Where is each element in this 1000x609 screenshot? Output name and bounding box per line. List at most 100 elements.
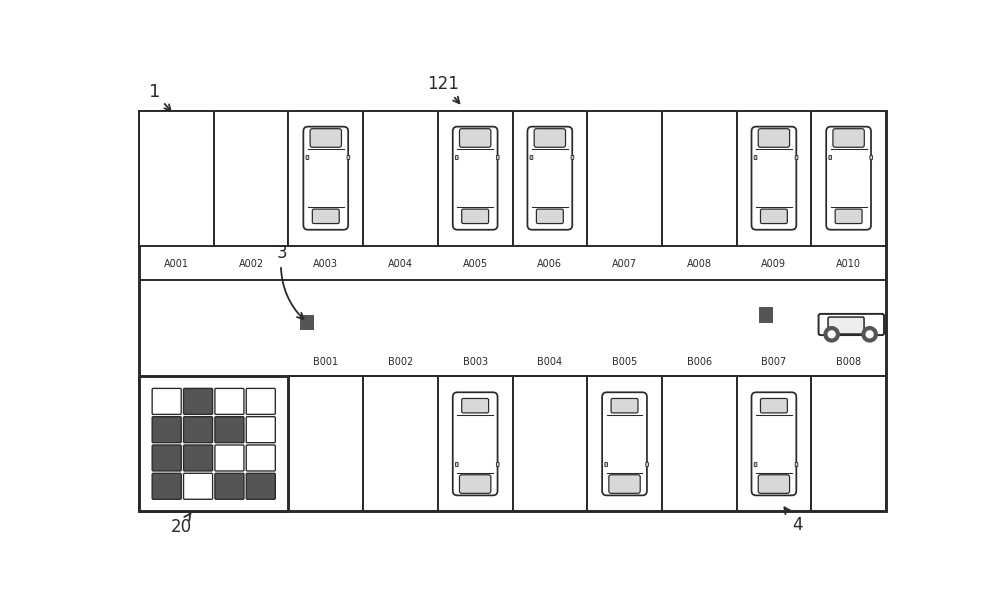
FancyBboxPatch shape — [496, 155, 499, 160]
FancyBboxPatch shape — [496, 462, 499, 466]
Circle shape — [862, 326, 877, 342]
FancyBboxPatch shape — [462, 398, 489, 413]
FancyBboxPatch shape — [455, 462, 458, 466]
Bar — [811, 111, 886, 245]
Text: A007: A007 — [612, 259, 637, 269]
FancyBboxPatch shape — [184, 473, 213, 499]
FancyBboxPatch shape — [605, 462, 608, 466]
FancyBboxPatch shape — [833, 128, 864, 147]
FancyBboxPatch shape — [184, 445, 213, 471]
Text: A003: A003 — [313, 259, 338, 269]
FancyBboxPatch shape — [152, 445, 181, 471]
Text: 121: 121 — [427, 75, 459, 104]
Text: A001: A001 — [164, 259, 189, 269]
Text: A010: A010 — [836, 259, 861, 269]
Bar — [759, 307, 773, 323]
Circle shape — [866, 331, 873, 338]
FancyBboxPatch shape — [453, 127, 498, 230]
FancyBboxPatch shape — [246, 473, 275, 499]
FancyBboxPatch shape — [826, 127, 871, 230]
Bar — [512, 376, 587, 511]
FancyBboxPatch shape — [459, 128, 491, 147]
FancyBboxPatch shape — [870, 155, 873, 160]
Bar — [139, 111, 886, 511]
Text: B002: B002 — [388, 357, 413, 367]
Bar — [737, 111, 811, 245]
Text: 20: 20 — [171, 513, 192, 535]
Bar — [737, 376, 811, 511]
FancyBboxPatch shape — [646, 462, 648, 466]
Bar — [662, 111, 737, 245]
FancyBboxPatch shape — [819, 314, 884, 335]
FancyBboxPatch shape — [184, 417, 213, 443]
Text: B008: B008 — [836, 357, 861, 367]
FancyBboxPatch shape — [611, 398, 638, 413]
FancyBboxPatch shape — [184, 389, 213, 414]
FancyBboxPatch shape — [754, 155, 757, 160]
Text: B004: B004 — [537, 357, 562, 367]
FancyBboxPatch shape — [303, 127, 348, 230]
Text: A006: A006 — [537, 259, 562, 269]
Bar — [363, 376, 438, 511]
Text: B003: B003 — [463, 357, 488, 367]
Bar — [811, 376, 886, 511]
Text: A002: A002 — [239, 259, 264, 269]
Circle shape — [828, 331, 835, 338]
FancyBboxPatch shape — [828, 317, 864, 334]
FancyBboxPatch shape — [152, 473, 181, 499]
Bar — [438, 111, 512, 245]
Bar — [300, 315, 314, 330]
FancyBboxPatch shape — [152, 417, 181, 443]
FancyBboxPatch shape — [215, 417, 244, 443]
FancyBboxPatch shape — [530, 155, 533, 160]
FancyBboxPatch shape — [453, 392, 498, 495]
FancyBboxPatch shape — [754, 462, 757, 466]
FancyBboxPatch shape — [534, 128, 566, 147]
Text: A008: A008 — [687, 259, 712, 269]
Text: B007: B007 — [761, 357, 787, 367]
FancyBboxPatch shape — [246, 445, 275, 471]
Bar — [288, 111, 363, 245]
Bar — [662, 376, 737, 511]
FancyBboxPatch shape — [835, 209, 862, 224]
FancyBboxPatch shape — [152, 389, 181, 414]
Text: 4: 4 — [784, 507, 802, 534]
FancyBboxPatch shape — [312, 209, 339, 224]
FancyBboxPatch shape — [462, 209, 489, 224]
Bar — [139, 111, 214, 245]
FancyBboxPatch shape — [246, 417, 275, 443]
Bar — [288, 376, 363, 511]
Bar — [587, 376, 662, 511]
Text: A004: A004 — [388, 259, 413, 269]
FancyBboxPatch shape — [459, 475, 491, 493]
FancyBboxPatch shape — [752, 127, 796, 230]
FancyBboxPatch shape — [752, 392, 796, 495]
Text: 1: 1 — [149, 83, 171, 111]
Circle shape — [824, 326, 839, 342]
FancyBboxPatch shape — [602, 392, 647, 495]
Text: A009: A009 — [761, 259, 786, 269]
FancyBboxPatch shape — [795, 462, 798, 466]
FancyBboxPatch shape — [571, 155, 574, 160]
FancyBboxPatch shape — [215, 389, 244, 414]
FancyBboxPatch shape — [215, 473, 244, 499]
FancyBboxPatch shape — [829, 155, 832, 160]
Bar — [512, 111, 587, 245]
Text: B001: B001 — [313, 357, 338, 367]
FancyBboxPatch shape — [306, 155, 309, 160]
FancyBboxPatch shape — [527, 127, 572, 230]
FancyBboxPatch shape — [760, 209, 787, 224]
Bar — [139, 376, 288, 511]
FancyBboxPatch shape — [760, 398, 787, 413]
FancyBboxPatch shape — [758, 475, 790, 493]
Text: 3: 3 — [276, 244, 303, 319]
FancyBboxPatch shape — [347, 155, 350, 160]
Text: B006: B006 — [687, 357, 712, 367]
FancyBboxPatch shape — [795, 155, 798, 160]
Bar — [587, 111, 662, 245]
Bar — [214, 111, 288, 245]
FancyBboxPatch shape — [609, 475, 640, 493]
Text: B005: B005 — [612, 357, 637, 367]
Bar — [438, 376, 512, 511]
FancyBboxPatch shape — [310, 128, 341, 147]
